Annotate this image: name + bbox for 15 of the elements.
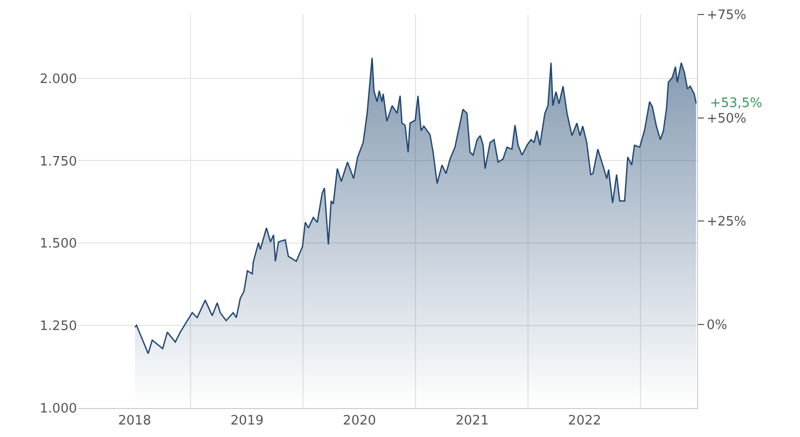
x-tick-label: 2020 [342, 414, 376, 429]
x-tick-label: 2022 [568, 414, 602, 429]
y2-tick-label: 0% [706, 318, 728, 333]
annotation: +53,5% [710, 96, 762, 111]
y2-tick-label: +25% [706, 214, 746, 230]
y-tick-label: 1.750 [40, 154, 77, 170]
y-tick-label: 2.000 [40, 72, 77, 87]
x-tick-label: 2021 [456, 414, 489, 429]
y-tick-label: 1.250 [40, 319, 77, 334]
y2-tick-label: +50% [706, 111, 746, 126]
y-tick-label: 1.000 [40, 402, 77, 417]
x-tick-label: 2018 [118, 414, 152, 429]
x-tick-label: 2019 [230, 414, 264, 429]
y2-tick-label: +75% [706, 8, 746, 23]
y-tick-label: 1.500 [40, 236, 77, 252]
